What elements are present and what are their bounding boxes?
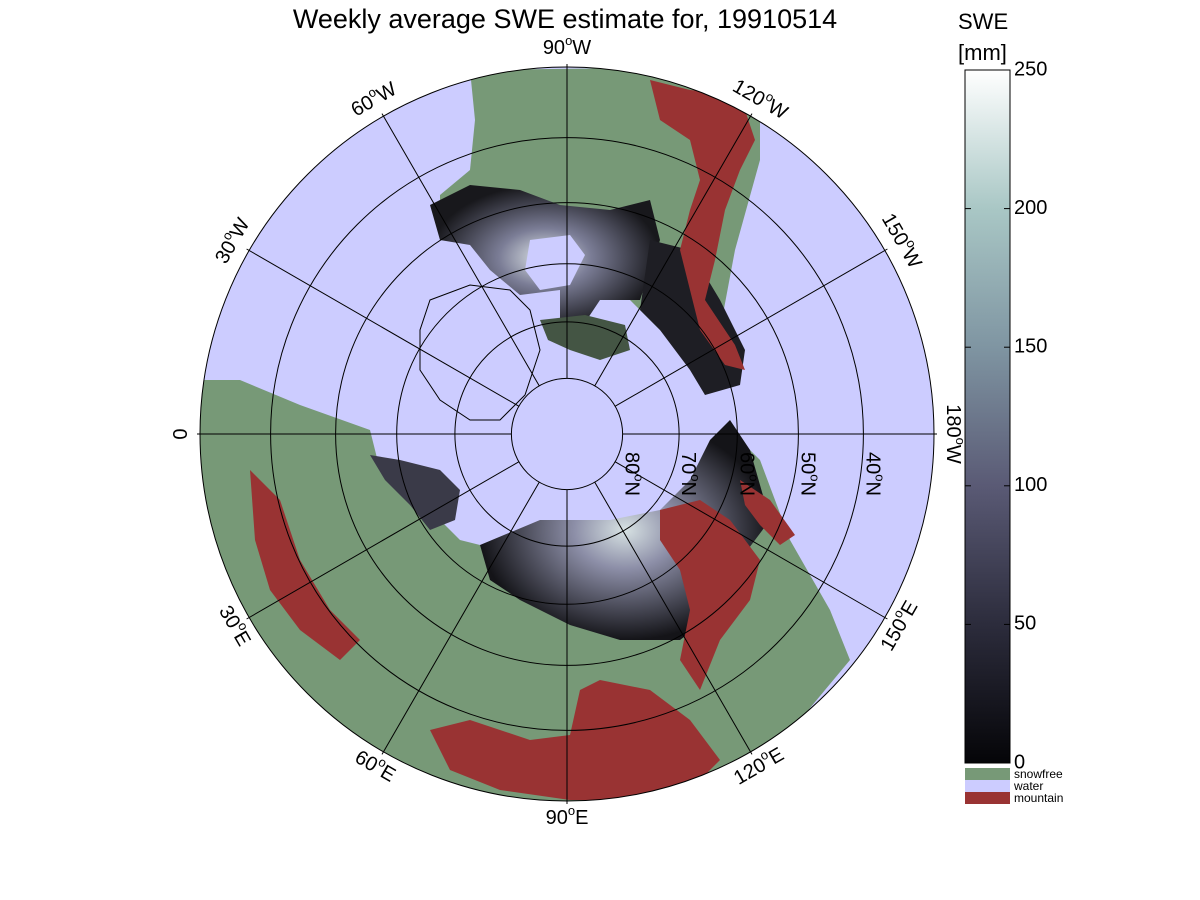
- category-label-water: water: [1013, 779, 1043, 793]
- meridian-120W: [594, 113, 753, 387]
- category-label-snowfree: snowfree: [1014, 767, 1063, 781]
- latitude-label-80N: 80oN: [620, 452, 646, 496]
- central-asia-mountains: [430, 680, 720, 800]
- longitude-label-0: 0: [170, 428, 192, 439]
- siberia-mountains: [660, 500, 760, 690]
- colorbar-title-unit: [mm]: [958, 40, 1007, 65]
- colorbar-title: SWE [mm]: [958, 6, 1008, 68]
- map-title: Weekly average SWE estimate for, 1991051…: [292, 4, 838, 34]
- colorbar-gradient: [964, 69, 1011, 764]
- meridian-150E: [614, 461, 888, 620]
- colorbar-tick-label-50: 50: [1014, 613, 1036, 635]
- colorbar-tick-label-250: 250: [1014, 58, 1047, 80]
- scandinavia-snow: [370, 455, 460, 530]
- rocky-mountains: [650, 80, 755, 370]
- latitude-label-50N: 50oN: [796, 452, 822, 496]
- hudson-bay: [525, 235, 585, 290]
- category-swatch-snowfree: [965, 768, 1010, 780]
- colorbar-tick-label-150: 150: [1014, 335, 1047, 357]
- kamchatka-mountains: [740, 480, 795, 545]
- map-boundary: [199, 66, 935, 802]
- longitude-label-180W: 180oW: [942, 404, 968, 464]
- category-swatch-water: [965, 780, 1010, 792]
- colorbar-tick-label-0: 0: [1014, 751, 1025, 773]
- latitude-label-70N: 70oN: [677, 452, 703, 496]
- europe-mountains: [250, 470, 360, 660]
- colorbar-tick-label-200: 200: [1014, 197, 1047, 219]
- meridian-150W: [614, 248, 888, 407]
- latitude-labels: 80oN 70oN 60oN 50oN 40oN: [620, 452, 887, 496]
- longitude-label-90E: 90oE: [546, 803, 589, 829]
- arctic-islands: [540, 315, 630, 360]
- category-label-mountain: mountain: [1014, 791, 1063, 805]
- category-swatch-mountain: [965, 792, 1010, 804]
- meridian-30E: [246, 461, 520, 620]
- meridian-60W: [381, 113, 540, 387]
- greenland: [419, 284, 541, 421]
- colorbar-title-quantity: SWE: [958, 9, 1009, 34]
- latitude-label-60N: 60oN: [735, 452, 761, 496]
- colorbar-ticks: 0 50 100 150 200 250: [965, 58, 1047, 773]
- longitude-label-90W: 90oW: [543, 33, 591, 59]
- meridian-60E: [381, 481, 540, 755]
- colorbar-tick-label-100: 100: [1014, 474, 1047, 496]
- meridian-120E: [594, 481, 753, 755]
- latitude-label-40N: 40oN: [861, 452, 887, 496]
- graticule: [197, 64, 937, 804]
- meridian-30W: [246, 248, 520, 407]
